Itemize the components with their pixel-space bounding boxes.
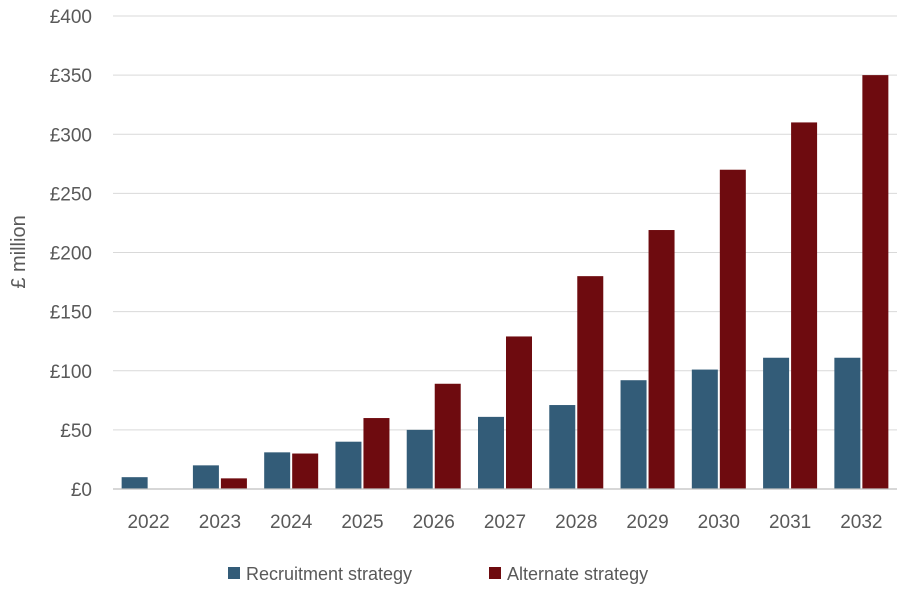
bar-alternate-strategy bbox=[292, 453, 319, 489]
x-tick-label: 2024 bbox=[270, 512, 313, 533]
y-tick-label: £300 bbox=[50, 125, 92, 146]
bar-recruitment-strategy bbox=[264, 452, 291, 489]
bar-alternate-strategy bbox=[648, 230, 675, 489]
bar-recruitment-strategy bbox=[549, 405, 576, 489]
legend: Recruitment strategy Alternate strategy bbox=[228, 564, 648, 584]
x-tick-label: 2028 bbox=[555, 512, 597, 533]
x-tick-label: 2025 bbox=[341, 512, 383, 533]
gridlines bbox=[113, 15, 897, 431]
x-tick-label: 2031 bbox=[769, 512, 811, 533]
bar-alternate-strategy bbox=[719, 169, 746, 489]
y-tick-label: £200 bbox=[50, 244, 92, 265]
y-tick-label: £50 bbox=[60, 421, 92, 442]
bar-recruitment-strategy bbox=[121, 477, 148, 489]
bar-alternate-strategy bbox=[506, 336, 532, 489]
legend-swatch bbox=[228, 567, 240, 579]
bar-alternate-strategy bbox=[434, 383, 461, 489]
x-tick-label: 2027 bbox=[484, 512, 526, 533]
x-tick-label: 2022 bbox=[127, 512, 169, 533]
bar-recruitment-strategy bbox=[478, 416, 504, 489]
x-tick-label: 2026 bbox=[413, 512, 455, 533]
x-tick-label: 2023 bbox=[199, 512, 241, 533]
y-tick-label: £0 bbox=[71, 480, 92, 501]
y-axis-ticks: £0 £50 £100 £150 £200 £250 £300 £350 £400 bbox=[50, 7, 92, 501]
x-axis-ticks: 2022 2023 2024 2025 2026 2027 2028 2029 2030 2031… bbox=[127, 512, 882, 533]
legend-label: Alternate strategy bbox=[507, 564, 648, 584]
bar-recruitment-strategy bbox=[192, 465, 219, 489]
y-tick-label: £400 bbox=[50, 7, 92, 28]
bars bbox=[121, 75, 889, 490]
y-tick-label: £100 bbox=[50, 362, 92, 383]
bar-alternate-strategy bbox=[220, 478, 247, 489]
y-tick-label: £250 bbox=[50, 184, 92, 205]
y-tick-label: £150 bbox=[50, 303, 92, 324]
legend-swatch bbox=[489, 567, 501, 579]
y-axis-label: £ million bbox=[8, 215, 30, 288]
bar-alternate-strategy bbox=[791, 122, 818, 490]
bar-recruitment-strategy bbox=[763, 357, 790, 489]
bar-recruitment-strategy bbox=[335, 441, 362, 489]
x-tick-label: 2032 bbox=[840, 512, 882, 533]
y-tick-label: £350 bbox=[50, 66, 92, 87]
bar-recruitment-strategy bbox=[620, 380, 647, 489]
x-tick-label: 2029 bbox=[626, 512, 668, 533]
bar-alternate-strategy bbox=[363, 418, 390, 489]
bar-alternate-strategy bbox=[577, 276, 604, 489]
x-tick-label: 2030 bbox=[698, 512, 740, 533]
legend-label: Recruitment strategy bbox=[246, 564, 412, 584]
bar-recruitment-strategy bbox=[691, 369, 718, 489]
bar-recruitment-strategy bbox=[406, 429, 433, 489]
bar-alternate-strategy bbox=[862, 75, 889, 489]
bar-recruitment-strategy bbox=[834, 357, 861, 489]
